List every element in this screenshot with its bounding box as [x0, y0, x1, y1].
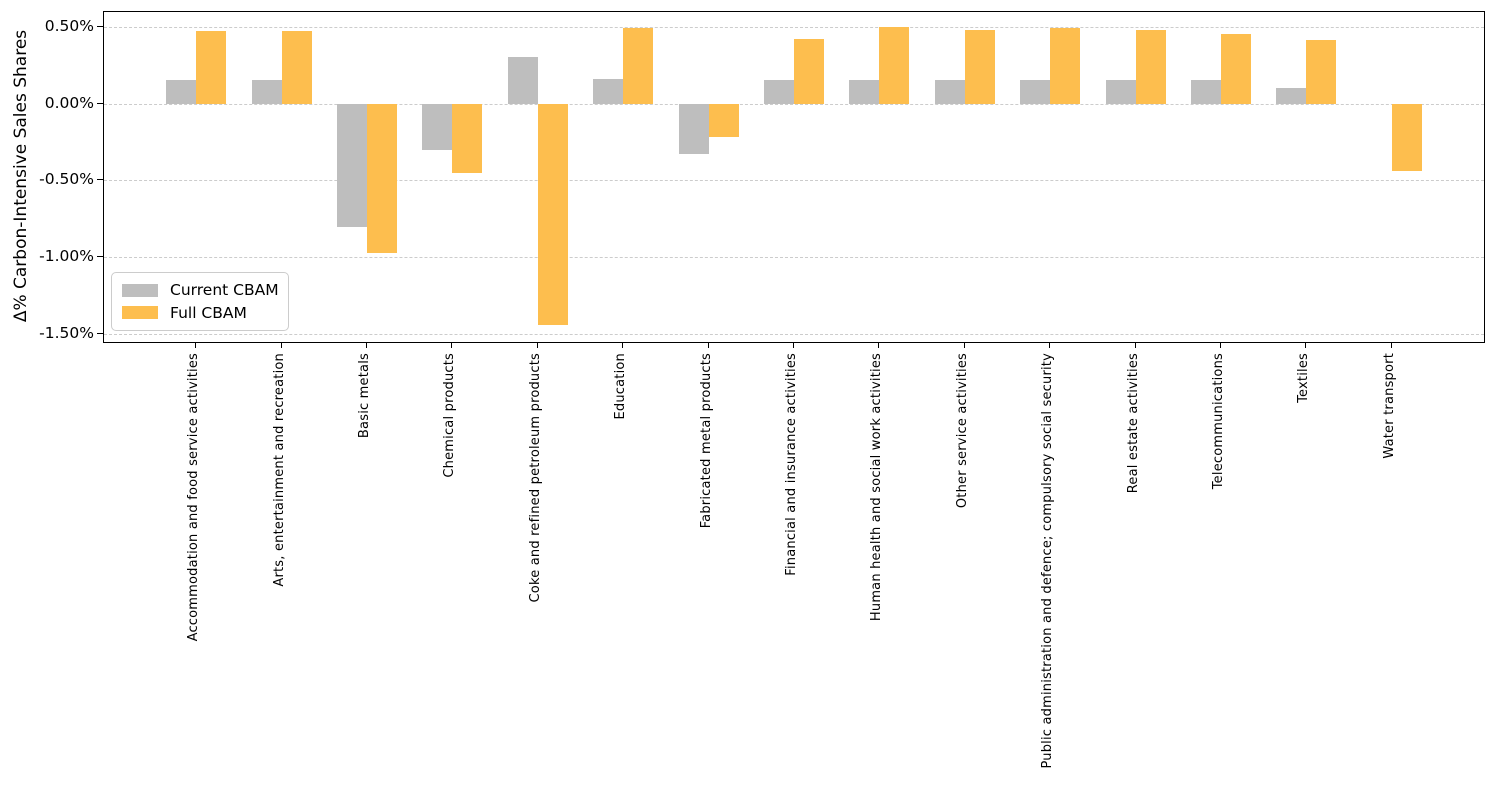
y-tick-mark [97, 333, 103, 335]
plot-area [103, 11, 1485, 343]
x-tick-mark [451, 342, 453, 348]
gridline [104, 257, 1484, 259]
x-category-label: Financial and insurance activities [784, 353, 799, 576]
gridline [104, 103, 1484, 105]
x-category-label: Human health and social work activities [869, 353, 885, 622]
x-tick-mark [707, 342, 709, 348]
x-category-label: Public administration and defence; compu… [1040, 353, 1056, 769]
x-tick-mark [195, 342, 197, 348]
bar-current-cbam [764, 80, 794, 104]
x-category-label: Arts, entertainment and recreation [271, 353, 287, 587]
bar-full-cbam [794, 38, 824, 104]
bar-full-cbam [879, 26, 910, 104]
x-tick-mark [280, 342, 282, 348]
x-tick-mark [622, 342, 624, 348]
x-category-label: Telecommunications [1211, 353, 1226, 490]
bar-current-cbam [251, 80, 282, 104]
bar-full-cbam [1306, 40, 1337, 104]
bar-current-cbam [678, 103, 709, 155]
x-category-label: Chemical products [442, 353, 458, 478]
y-tick-label: -1.00% [39, 247, 94, 266]
x-category-label: Real estate activities [1125, 353, 1141, 494]
x-category-label: Textiles [1296, 353, 1312, 403]
bar-full-cbam [196, 31, 227, 104]
bar-current-cbam [337, 103, 367, 227]
x-tick-mark [1305, 342, 1307, 348]
gridline [104, 26, 1484, 28]
bar-current-cbam [1276, 88, 1307, 104]
bar-current-cbam [166, 80, 197, 104]
x-category-label: Other service activities [954, 353, 970, 509]
y-tick-label: 0.00% [44, 93, 94, 112]
y-tick-mark [97, 102, 103, 104]
bar-full-cbam [452, 103, 483, 173]
bar-full-cbam [367, 103, 397, 253]
bar-full-cbam [1050, 28, 1081, 104]
x-tick-mark [793, 342, 794, 348]
bar-current-cbam [422, 103, 453, 150]
bar-current-cbam [593, 78, 624, 104]
bar-full-cbam [1391, 103, 1422, 172]
x-tick-mark [1134, 342, 1136, 348]
y-tick-mark [97, 256, 103, 258]
legend-item: Current CBAM [122, 281, 279, 300]
x-category-label: Education [613, 353, 629, 420]
x-category-label: Accommodation and food service activitie… [186, 353, 202, 642]
x-tick-mark [536, 342, 538, 348]
bar-current-cbam [934, 80, 965, 104]
x-tick-mark [963, 342, 965, 348]
x-tick-mark [1049, 342, 1051, 348]
y-tick-mark [97, 179, 103, 181]
x-category-label: Water transport [1381, 353, 1397, 459]
bar-current-cbam [849, 80, 880, 104]
gridline [104, 334, 1484, 336]
gridline [104, 180, 1484, 182]
legend-label: Current CBAM [170, 281, 279, 300]
y-tick-label: -0.50% [39, 170, 94, 189]
x-category-label: Fabricated metal products [698, 353, 714, 529]
bar-full-cbam [623, 28, 654, 104]
bar-full-cbam [708, 103, 739, 138]
y-tick-label: -1.50% [39, 324, 94, 343]
bar-full-cbam [1221, 34, 1251, 104]
bar-full-cbam [281, 31, 312, 104]
bar-current-cbam [1191, 80, 1221, 104]
legend-swatch [122, 283, 158, 297]
bar-current-cbam [1020, 80, 1051, 104]
legend-label: Full CBAM [170, 303, 247, 322]
x-tick-mark [366, 342, 367, 348]
x-tick-mark [878, 342, 880, 348]
bar-current-cbam [1105, 80, 1136, 104]
bar-full-cbam [537, 103, 568, 326]
x-tick-mark [1220, 342, 1221, 348]
bar-full-cbam [1135, 29, 1166, 104]
y-tick-label: 0.50% [44, 16, 94, 35]
legend-swatch [122, 306, 158, 320]
x-tick-mark [1390, 342, 1392, 348]
y-tick-mark [97, 25, 103, 27]
x-category-label: Coke and refined petroleum products [527, 353, 543, 603]
legend: Current CBAM Full CBAM [111, 272, 289, 331]
bar-current-cbam [507, 57, 538, 104]
legend-item: Full CBAM [122, 304, 278, 322]
bar-full-cbam [964, 29, 995, 104]
x-category-label: Basic metals [357, 353, 372, 439]
